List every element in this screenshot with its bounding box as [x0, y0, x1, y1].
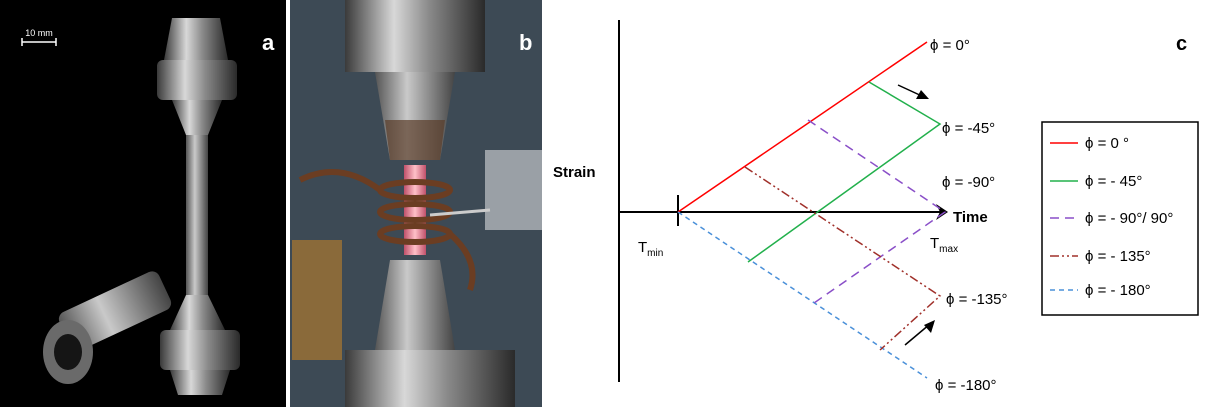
t-min-sub: min	[647, 248, 663, 259]
t-min-label: Tmin	[638, 239, 663, 259]
phase-180-line	[678, 212, 927, 378]
phase-0-line	[678, 42, 927, 212]
panel-label: c	[1176, 33, 1187, 55]
specimen-grip	[170, 370, 230, 395]
specimen-grip	[160, 330, 240, 370]
extensometer	[485, 150, 542, 230]
phase-label: ϕ = 0°	[930, 37, 970, 54]
photo-background	[0, 0, 286, 407]
x-axis-label: Time	[953, 209, 988, 226]
figure: 10 mm a b Strain Time Tmin Tmax ϕ = 0° ϕ…	[0, 0, 1205, 407]
legend-label: ϕ = 0 °	[1085, 135, 1129, 152]
legend-label: ϕ = - 180°	[1085, 282, 1151, 299]
scale-label: 10 mm	[25, 28, 53, 38]
panel-b: b	[290, 0, 542, 407]
t-min-main: T	[638, 239, 647, 256]
phase-label: ϕ = -180°	[935, 377, 997, 394]
upper-fixture	[345, 0, 485, 72]
phase-label: ϕ = -45°	[942, 120, 995, 137]
panel-c: Strain Time Tmin Tmax ϕ = 0° ϕ = -45° ϕ …	[553, 20, 1198, 394]
second-specimen-bore	[54, 334, 82, 370]
legend-label: ϕ = - 135°	[1085, 248, 1151, 265]
t-max-main: T	[930, 235, 939, 252]
specimen-gauge	[186, 135, 208, 295]
t-max-label: Tmax	[930, 235, 958, 255]
direction-arrow-head	[924, 320, 935, 333]
y-axis-label: Strain	[553, 164, 596, 181]
panel-a: 10 mm a	[0, 0, 286, 407]
t-max-sub: max	[939, 244, 958, 255]
specimen-grip	[157, 60, 237, 100]
panel-label: b	[519, 30, 532, 55]
legend-label: ϕ = - 90°/ 90°	[1085, 210, 1173, 227]
legend-label: ϕ = - 45°	[1085, 173, 1142, 190]
legend: ϕ = 0 ° ϕ = - 45° ϕ = - 90°/ 90° ϕ = - 1…	[1042, 122, 1198, 315]
phase-label: ϕ = -135°	[946, 291, 1008, 308]
lower-fixture	[345, 350, 515, 407]
specimen-grip	[164, 18, 228, 60]
panel-label: a	[262, 30, 275, 55]
phase-label: ϕ = -90°	[942, 174, 995, 191]
phase-45-line	[748, 82, 940, 262]
heat-tint	[385, 120, 445, 160]
clamp	[292, 240, 342, 360]
